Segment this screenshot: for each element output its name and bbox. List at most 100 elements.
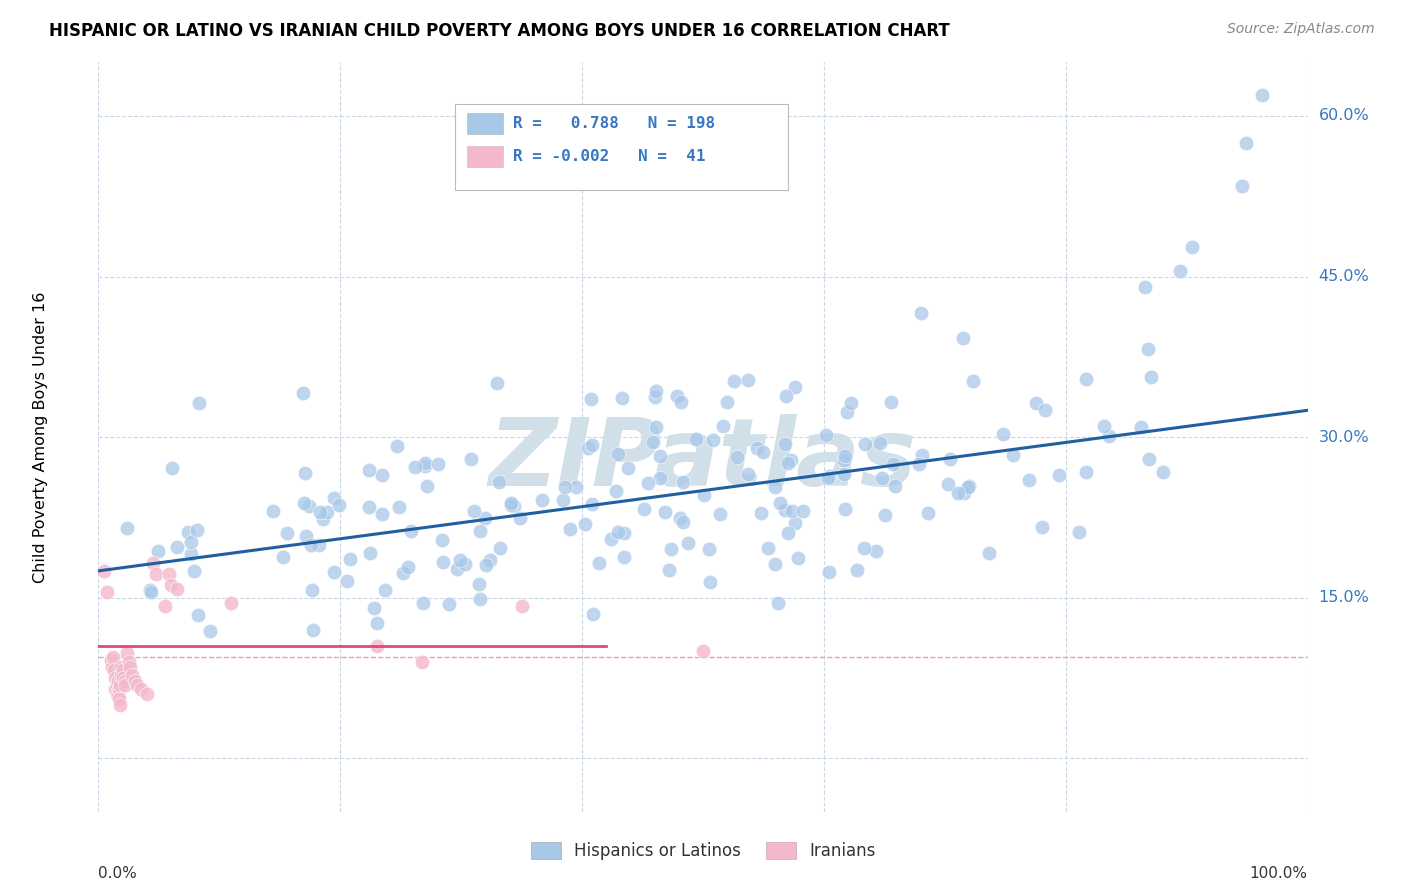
- Point: [262, 504, 284, 518]
- Point: [659, 542, 682, 557]
- Point: [645, 419, 668, 434]
- Point: [1002, 448, 1025, 462]
- Point: [276, 525, 298, 540]
- Point: [936, 477, 959, 491]
- Point: [117, 646, 139, 660]
- Point: [697, 541, 720, 556]
- Point: [737, 373, 759, 387]
- Point: [474, 510, 496, 524]
- Point: [1250, 87, 1272, 102]
- Point: [121, 667, 143, 681]
- Point: [749, 507, 772, 521]
- Point: [292, 386, 315, 401]
- Point: [499, 496, 522, 510]
- FancyBboxPatch shape: [467, 146, 503, 168]
- Point: [763, 480, 786, 494]
- Point: [301, 538, 323, 552]
- Point: [413, 456, 436, 470]
- Point: [581, 437, 603, 451]
- Point: [1135, 280, 1157, 294]
- Point: [1152, 466, 1174, 480]
- Point: [581, 497, 603, 511]
- Point: [118, 655, 141, 669]
- Point: [160, 578, 183, 592]
- Point: [359, 500, 381, 514]
- Point: [509, 511, 531, 525]
- Point: [1074, 465, 1097, 479]
- Point: [93, 564, 115, 578]
- Point: [817, 471, 839, 485]
- Point: [427, 457, 450, 471]
- Point: [551, 493, 574, 508]
- Point: [391, 566, 413, 581]
- Point: [769, 496, 792, 510]
- Point: [576, 441, 599, 455]
- Point: [873, 508, 896, 523]
- Point: [474, 558, 496, 572]
- Point: [468, 591, 491, 606]
- Point: [186, 523, 208, 537]
- Point: [177, 524, 200, 539]
- Point: [96, 585, 118, 599]
- Point: [108, 698, 131, 712]
- Point: [129, 681, 152, 696]
- Point: [166, 540, 188, 554]
- Text: 30.0%: 30.0%: [1319, 430, 1369, 444]
- Point: [834, 502, 856, 516]
- Point: [1092, 418, 1115, 433]
- Point: [644, 390, 666, 404]
- Text: Source: ZipAtlas.com: Source: ZipAtlas.com: [1227, 22, 1375, 37]
- Point: [1139, 369, 1161, 384]
- Point: [488, 475, 510, 489]
- Point: [111, 664, 134, 678]
- Point: [957, 479, 980, 493]
- Point: [783, 516, 806, 530]
- Point: [977, 546, 1000, 560]
- Point: [135, 687, 157, 701]
- Point: [654, 505, 676, 519]
- Point: [669, 511, 692, 525]
- Point: [617, 460, 640, 475]
- Point: [910, 306, 932, 320]
- Point: [633, 502, 655, 516]
- Legend: Hispanics or Latinos, Iranians: Hispanics or Latinos, Iranians: [524, 836, 882, 867]
- Point: [104, 671, 127, 685]
- Point: [650, 471, 672, 485]
- Point: [416, 479, 439, 493]
- Point: [671, 395, 693, 409]
- Point: [412, 596, 434, 610]
- Point: [723, 374, 745, 388]
- Point: [139, 585, 162, 599]
- Point: [187, 395, 209, 409]
- Point: [470, 524, 492, 538]
- Point: [1047, 467, 1070, 482]
- Point: [692, 644, 714, 658]
- Point: [1168, 264, 1191, 278]
- Text: 0.0%: 0.0%: [98, 865, 138, 880]
- Point: [1136, 342, 1159, 356]
- Point: [503, 499, 526, 513]
- Point: [869, 436, 891, 450]
- Point: [780, 504, 803, 518]
- Point: [1025, 395, 1047, 409]
- Point: [692, 488, 714, 502]
- Point: [752, 445, 775, 459]
- Text: 100.0%: 100.0%: [1250, 865, 1308, 880]
- Point: [839, 396, 862, 410]
- Point: [127, 678, 149, 692]
- Point: [108, 681, 131, 696]
- Point: [1232, 178, 1254, 193]
- Point: [142, 557, 165, 571]
- Point: [105, 687, 128, 701]
- Point: [312, 511, 335, 525]
- Point: [1031, 520, 1053, 534]
- Point: [558, 523, 581, 537]
- Point: [478, 553, 501, 567]
- Point: [153, 599, 176, 614]
- Point: [814, 427, 837, 442]
- Point: [308, 505, 330, 519]
- Point: [111, 671, 134, 685]
- Point: [766, 596, 789, 610]
- Point: [607, 525, 630, 540]
- Point: [366, 616, 388, 631]
